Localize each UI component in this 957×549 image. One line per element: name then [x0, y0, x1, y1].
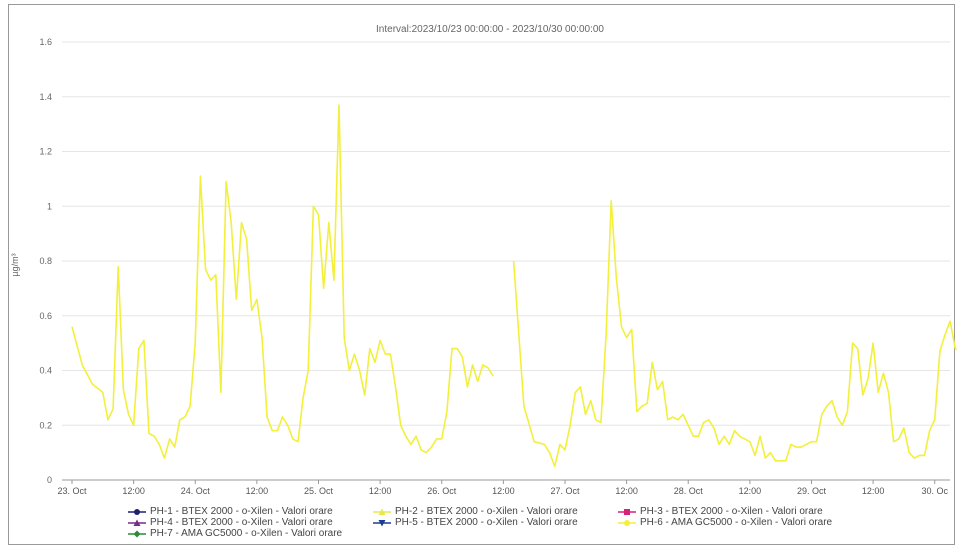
- chart-legend: PH-1 - BTEX 2000 - o-Xilen - Valori orar…: [128, 506, 863, 539]
- y-tick-label: 1.4: [39, 92, 52, 102]
- y-tick-label: 0.6: [39, 311, 52, 321]
- legend-label: PH-4 - BTEX 2000 - o-Xilen - Valori orar…: [150, 517, 333, 528]
- y-tick-label: 1: [47, 201, 52, 211]
- legend-item-ph7[interactable]: PH-7 - AMA GC5000 - o-Xilen - Valori ora…: [128, 528, 373, 539]
- x-tick-label: 29. Oct: [797, 486, 827, 496]
- legend-marker-triangle-icon: [128, 519, 146, 526]
- legend-item-ph3[interactable]: PH-3 - BTEX 2000 - o-Xilen - Valori orar…: [618, 506, 863, 517]
- legend-label: PH-5 - BTEX 2000 - o-Xilen - Valori orar…: [395, 517, 578, 528]
- y-tick-label: 1.6: [39, 37, 52, 47]
- legend-label: PH-6 - AMA GC5000 - o-Xilen - Valori ora…: [640, 517, 833, 528]
- y-tick-label: 0.8: [39, 256, 52, 266]
- legend-marker-triangle-icon: [373, 508, 391, 515]
- legend-label: PH-7 - AMA GC5000 - o-Xilen - Valori ora…: [150, 528, 343, 539]
- legend-item-ph2[interactable]: PH-2 - BTEX 2000 - o-Xilen - Valori orar…: [373, 506, 618, 517]
- legend-item-ph4[interactable]: PH-4 - BTEX 2000 - o-Xilen - Valori orar…: [128, 517, 373, 528]
- x-tick-label: 12:00: [739, 486, 762, 496]
- x-tick-label: 25. Oct: [304, 486, 334, 496]
- x-tick-label: 24. Oct: [181, 486, 211, 496]
- x-tick-label: 12:00: [862, 486, 885, 496]
- x-tick-label: 12:00: [615, 486, 638, 496]
- x-tick-label: 12:00: [369, 486, 392, 496]
- y-tick-label: 0.4: [39, 366, 52, 376]
- series-line-ph6: [512, 200, 957, 468]
- y-tick-label: 0.2: [39, 420, 52, 430]
- legend-marker-square-icon: [618, 508, 636, 515]
- series-line-ph6: [71, 104, 494, 459]
- legend-marker-circle-icon: [128, 508, 146, 515]
- x-tick-label: 27. Oct: [550, 486, 580, 496]
- legend-item-ph5[interactable]: PH-5 - BTEX 2000 - o-Xilen - Valori orar…: [373, 517, 618, 528]
- y-axis-label: µg/m³: [10, 253, 20, 276]
- x-tick-label: 30. Oc: [921, 486, 948, 496]
- legend-item-ph1[interactable]: PH-1 - BTEX 2000 - o-Xilen - Valori orar…: [128, 506, 373, 517]
- y-tick-label: 0: [47, 475, 52, 485]
- x-tick-label: 23. Oct: [57, 486, 87, 496]
- legend-label: PH-1 - BTEX 2000 - o-Xilen - Valori orar…: [150, 506, 333, 517]
- x-tick-label: 26. Oct: [427, 486, 457, 496]
- legend-marker-triangle-down-icon: [373, 519, 391, 526]
- legend-label: PH-3 - BTEX 2000 - o-Xilen - Valori orar…: [640, 506, 823, 517]
- legend-row: PH-4 - BTEX 2000 - o-Xilen - Valori orar…: [128, 517, 863, 528]
- legend-marker-circle-icon: [618, 519, 636, 526]
- x-tick-label: 12:00: [246, 486, 269, 496]
- x-tick-label: 28. Oct: [674, 486, 704, 496]
- legend-label: PH-2 - BTEX 2000 - o-Xilen - Valori orar…: [395, 506, 578, 517]
- x-tick-label: 12:00: [122, 486, 145, 496]
- legend-row: PH-7 - AMA GC5000 - o-Xilen - Valori ora…: [128, 528, 863, 539]
- chart-title: Interval:2023/10/23 00:00:00 - 2023/10/3…: [376, 24, 604, 35]
- y-tick-label: 1.2: [39, 147, 52, 157]
- legend-marker-diamond-icon: [128, 530, 146, 537]
- legend-item-ph6[interactable]: PH-6 - AMA GC5000 - o-Xilen - Valori ora…: [618, 517, 863, 528]
- legend-row: PH-1 - BTEX 2000 - o-Xilen - Valori orar…: [128, 506, 863, 517]
- x-tick-label: 12:00: [492, 486, 515, 496]
